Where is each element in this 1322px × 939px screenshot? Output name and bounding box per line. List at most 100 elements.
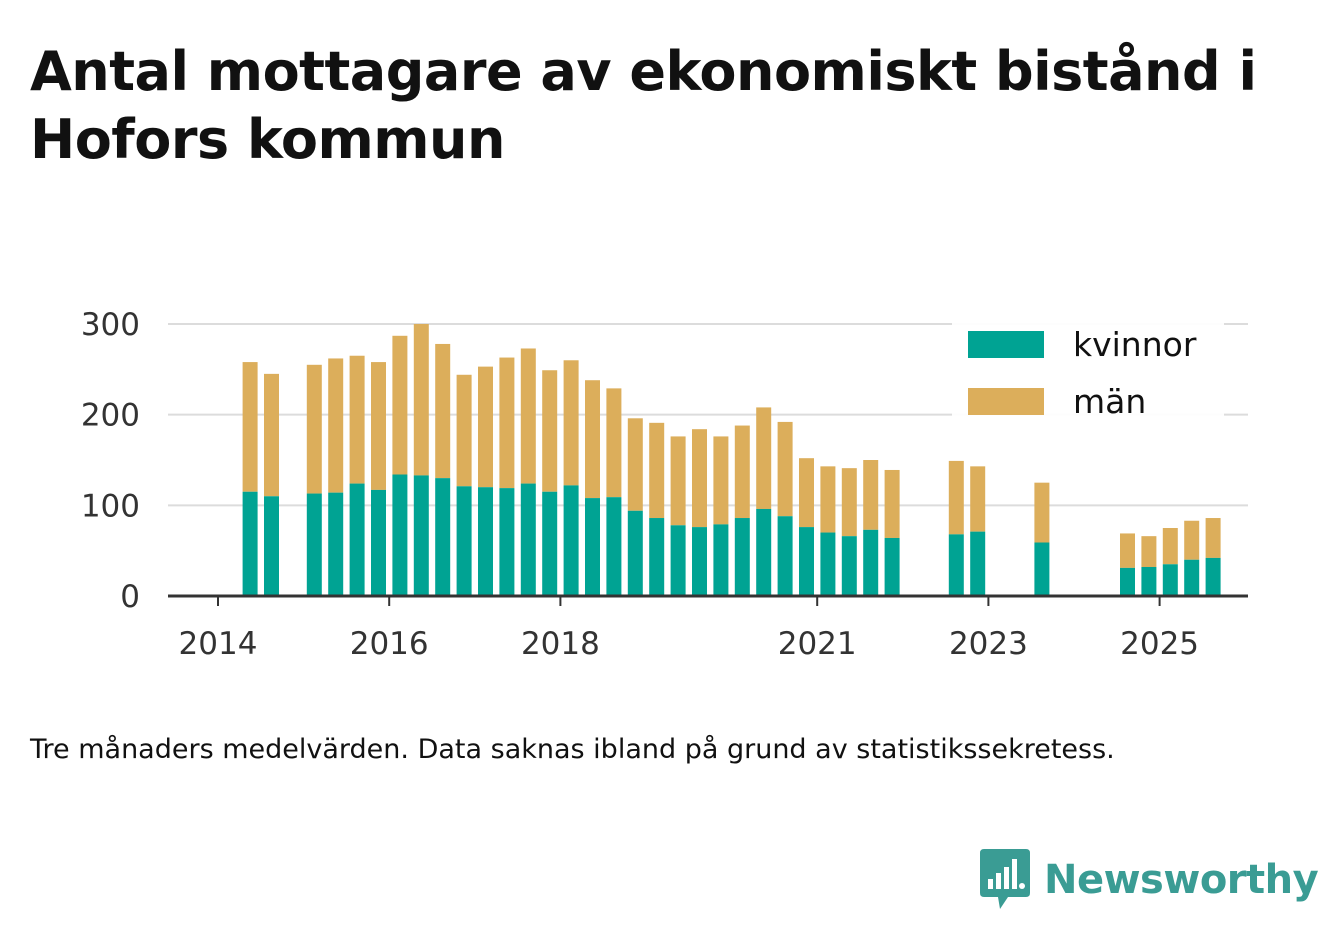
bar-man bbox=[1184, 520, 1200, 560]
bar-kvinnor bbox=[435, 478, 451, 596]
bar-man bbox=[520, 348, 536, 484]
bar-kvinnor bbox=[970, 531, 986, 596]
bar-man bbox=[1120, 533, 1135, 568]
bar-kvinnor bbox=[585, 498, 600, 596]
bar-man bbox=[1034, 482, 1050, 543]
bar-man bbox=[499, 357, 515, 489]
bar-man bbox=[371, 362, 386, 490]
bar-man bbox=[1162, 528, 1178, 565]
bar-kvinnor bbox=[627, 510, 643, 596]
bar-man bbox=[1205, 518, 1221, 558]
bar-man bbox=[435, 343, 451, 479]
bar-man bbox=[264, 373, 279, 497]
bar-man bbox=[820, 466, 836, 533]
x-tick-label: 2014 bbox=[179, 626, 258, 662]
bar-kvinnor bbox=[392, 474, 408, 596]
bar-kvinnor bbox=[264, 496, 279, 596]
brand-name: Newsworthy bbox=[1044, 857, 1319, 903]
bar-man bbox=[306, 364, 322, 494]
bar-kvinnor bbox=[1162, 564, 1178, 596]
bar-man bbox=[884, 469, 900, 538]
bar-kvinnor bbox=[1141, 566, 1157, 596]
bar-man bbox=[734, 425, 750, 519]
bar-kvinnor bbox=[542, 491, 558, 596]
bar-kvinnor bbox=[884, 537, 900, 596]
bar-man bbox=[392, 335, 408, 475]
y-tick-label: 300 bbox=[81, 307, 140, 343]
chart-title: Antal mottagare av ekonomiskt bistånd i … bbox=[30, 40, 1257, 171]
bar-kvinnor bbox=[520, 483, 536, 596]
newsworthy-logo-icon bbox=[980, 849, 1030, 909]
y-tick-label: 100 bbox=[81, 488, 140, 524]
legend-swatch bbox=[968, 388, 1044, 415]
bar-man bbox=[242, 362, 258, 492]
legend: kvinnor män bbox=[952, 322, 1224, 421]
bars bbox=[242, 324, 1221, 596]
legend-swatch bbox=[968, 331, 1044, 358]
bar-man bbox=[756, 407, 772, 509]
x-tick-label: 2023 bbox=[949, 626, 1028, 662]
bar-kvinnor bbox=[563, 485, 579, 596]
bar-man bbox=[713, 436, 729, 525]
bar-kvinnor bbox=[863, 529, 879, 596]
bar-kvinnor bbox=[499, 488, 515, 596]
bar-man bbox=[542, 370, 558, 492]
bar-kvinnor bbox=[478, 487, 493, 596]
bar-kvinnor bbox=[948, 534, 964, 596]
y-tick-label: 200 bbox=[81, 398, 140, 434]
bar-kvinnor bbox=[306, 493, 322, 596]
x-tick-label: 2025 bbox=[1120, 626, 1199, 662]
bar-man bbox=[478, 366, 493, 488]
bar-kvinnor bbox=[349, 483, 365, 596]
bar-kvinnor bbox=[606, 497, 622, 596]
x-tick-label: 2021 bbox=[778, 626, 857, 662]
bar-kvinnor bbox=[242, 491, 258, 596]
bar-man bbox=[692, 429, 707, 528]
x-axis: 2014 2016 2018 2021 2023 2025 bbox=[168, 594, 1248, 662]
x-tick-label: 2018 bbox=[521, 626, 600, 662]
bar-man bbox=[841, 468, 857, 537]
bar-kvinnor bbox=[820, 532, 836, 596]
legend-label: män bbox=[1073, 382, 1146, 421]
bar-kvinnor bbox=[1034, 542, 1050, 596]
bar-man bbox=[799, 458, 814, 528]
bar-kvinnor bbox=[799, 527, 814, 596]
footnote: Tre månaders medelvärden. Data saknas ib… bbox=[30, 734, 1115, 765]
bar-kvinnor bbox=[756, 508, 772, 596]
brand-logo[interactable]: Newsworthy bbox=[980, 848, 1319, 912]
bar-man bbox=[606, 388, 622, 498]
bar-man bbox=[563, 360, 579, 486]
bar-man bbox=[627, 418, 643, 511]
y-tick-label: 0 bbox=[120, 579, 140, 615]
y-axis-tick-labels: 0 100 200 300 bbox=[81, 307, 140, 615]
bar-kvinnor bbox=[1205, 557, 1221, 596]
bar-kvinnor bbox=[1184, 559, 1200, 596]
bar-kvinnor bbox=[777, 516, 793, 596]
bar-man bbox=[670, 436, 686, 526]
bar-kvinnor bbox=[841, 536, 857, 596]
bar-man bbox=[863, 460, 879, 530]
bar-man bbox=[328, 358, 344, 493]
bar-man bbox=[777, 421, 793, 517]
bar-kvinnor bbox=[456, 486, 472, 596]
bar-man bbox=[970, 466, 986, 532]
bar-man bbox=[1141, 536, 1157, 567]
bar-kvinnor bbox=[692, 527, 707, 596]
bar-man bbox=[585, 380, 600, 499]
bar-kvinnor bbox=[1120, 567, 1135, 596]
bar-kvinnor bbox=[713, 524, 729, 596]
bar-man bbox=[649, 422, 665, 519]
bar-kvinnor bbox=[328, 492, 344, 596]
stacked-bar-chart: 0 100 200 300 2014 2016 2018 2021 2023 2025 kvin… bbox=[81, 307, 1248, 662]
bar-kvinnor bbox=[670, 525, 686, 596]
bar-kvinnor bbox=[371, 489, 386, 596]
bar-man bbox=[349, 355, 365, 484]
x-tick-label: 2016 bbox=[350, 626, 429, 662]
bar-kvinnor bbox=[413, 475, 429, 596]
bar-kvinnor bbox=[649, 518, 665, 596]
bar-man bbox=[413, 324, 429, 476]
bar-man bbox=[456, 374, 472, 487]
legend-label: kvinnor bbox=[1073, 325, 1197, 364]
bar-kvinnor bbox=[734, 518, 750, 596]
bar-man bbox=[948, 460, 964, 535]
